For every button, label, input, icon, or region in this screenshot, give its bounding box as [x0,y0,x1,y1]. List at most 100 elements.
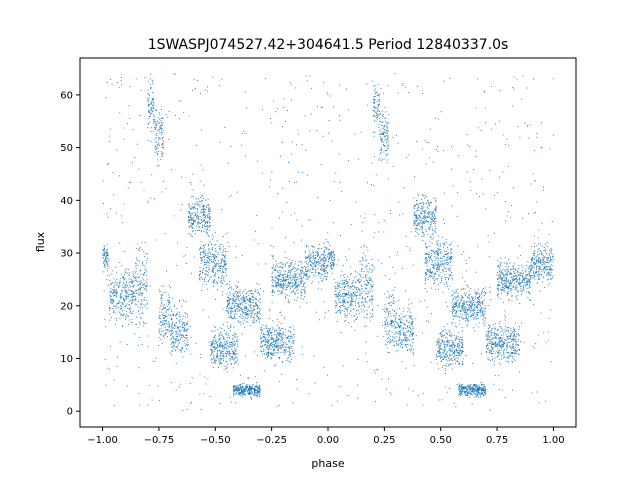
data-point [276,348,278,350]
data-point [370,320,372,322]
data-point [181,204,183,206]
data-point [255,297,257,299]
data-point [408,326,410,328]
data-point [165,322,168,324]
data-point [277,285,279,287]
data-point [385,138,387,141]
data-point [215,250,217,252]
data-point [128,289,130,291]
data-point [272,338,274,340]
data-point [148,103,150,106]
data-point [223,245,225,247]
data-point [256,393,258,395]
data-point [335,312,337,314]
data-point [267,354,270,356]
data-point [257,307,259,309]
data-point [128,287,130,289]
data-point [229,358,231,360]
data-point [183,325,185,327]
data-point [272,279,274,281]
data-point [290,337,292,339]
data-point [286,294,288,296]
data-point [215,347,217,349]
data-point [379,157,381,159]
data-point [138,288,140,290]
data-point [252,319,254,322]
data-point [125,305,127,307]
data-point [228,246,230,248]
data-point [181,329,183,331]
data-point [253,302,255,304]
data-point [278,334,280,336]
data-point [199,393,201,395]
data-point [274,341,276,343]
data-point [219,270,221,272]
data-point [394,286,396,289]
data-point [426,212,428,214]
data-point [129,311,132,313]
data-point [300,280,302,282]
data-point [385,320,387,322]
data-point [207,378,209,380]
data-point [116,304,118,306]
data-point [208,235,210,237]
data-point [276,337,278,339]
data-point [409,339,411,342]
data-point [168,323,170,325]
data-point [130,181,132,183]
data-point [301,289,303,291]
data-point [277,282,279,284]
data-point [300,294,302,296]
data-point [135,280,138,282]
data-point [380,147,382,149]
data-point [353,300,355,302]
data-point [289,277,291,279]
data-point [192,196,194,198]
data-point [186,324,188,326]
data-point [208,271,210,273]
data-point [424,215,426,217]
data-point [301,353,303,356]
data-point [376,91,378,93]
data-point [165,291,167,294]
data-point [383,131,385,133]
data-point [228,346,230,348]
data-point [162,136,164,138]
data-point [248,391,251,394]
data-point [197,203,199,206]
data-point [255,288,257,290]
data-point [263,327,265,329]
data-point [259,328,261,331]
data-point [369,312,371,315]
data-point [303,288,305,290]
data-point [217,366,219,368]
data-point [171,325,173,327]
data-point [122,281,124,283]
data-point [320,248,322,250]
data-point [215,255,217,257]
data-point [210,346,212,348]
data-point [245,390,247,392]
data-point [122,314,124,316]
data-point [283,270,285,272]
data-point [226,293,228,295]
data-point [403,331,405,333]
data-point [187,316,189,318]
data-point [244,306,246,308]
data-point [194,203,196,205]
data-point [328,257,330,259]
data-point [170,318,173,320]
data-point [311,245,313,247]
data-point [355,288,358,291]
data-point [144,296,146,299]
data-point [278,338,280,340]
data-point [375,114,378,117]
data-point [432,233,434,235]
data-point [206,274,209,276]
data-point [353,307,355,310]
data-point [255,395,257,397]
data-point [423,210,426,212]
data-point [408,309,410,311]
data-point [412,352,415,354]
data-point [241,394,243,396]
